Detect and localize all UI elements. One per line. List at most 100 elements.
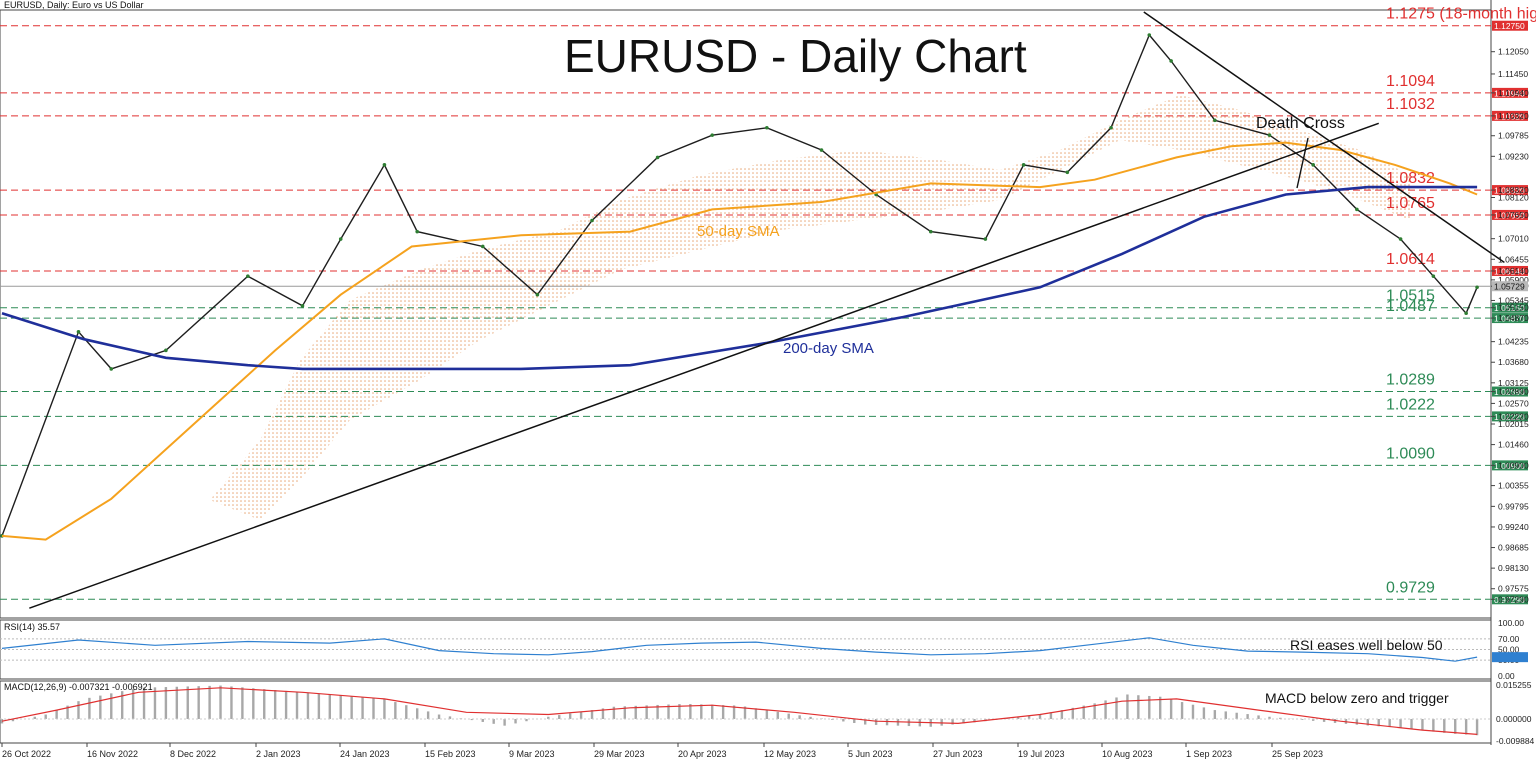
price-tick-label: 0.99795 (1498, 501, 1529, 511)
price-tick-label: 1.02570 (1498, 398, 1529, 408)
price-point (765, 125, 769, 130)
time-tick-label: 27 Jun 2023 (933, 749, 983, 759)
sma200-label: 200-day SMA (783, 340, 874, 357)
price-point (338, 237, 343, 241)
rsi-line (1, 637, 1478, 662)
price-tick-label: 1.08320 (1498, 185, 1529, 195)
level-label: 1.1094 (1386, 73, 1435, 90)
price-tick-label: 1.09230 (1498, 151, 1529, 161)
price-point (535, 292, 540, 297)
level-label: 1.0487 (1386, 298, 1435, 315)
level-tag-box (1492, 594, 1528, 605)
last-price-tag-box (1492, 281, 1528, 292)
level-label: 0.9729 (1386, 579, 1435, 596)
sma50-line (1, 141, 1478, 541)
price-tick-label: 1.04870 (1498, 313, 1529, 323)
level-tag: 1.00900 (1494, 461, 1525, 471)
price-point (300, 304, 305, 308)
price-series (0, 11, 1505, 609)
price-point (1464, 311, 1468, 316)
level-tag-box (1492, 20, 1528, 31)
price-tick-label: 1.00900 (1498, 460, 1529, 470)
price-tick-label: 1.08120 (1498, 193, 1529, 203)
price-point (819, 148, 824, 152)
sma200-line (1, 185, 1478, 371)
price-point (655, 155, 660, 160)
price-point (1398, 237, 1403, 241)
price-tick-label: 1.03125 (1498, 378, 1529, 388)
price-tick-label: 1.12050 (1498, 47, 1529, 57)
level-label: 1.0515 (1386, 288, 1435, 305)
price-tick-label: 1.00355 (1498, 481, 1529, 491)
death-cross-pointer (1296, 137, 1309, 189)
level-label: 1.0765 (1386, 195, 1435, 212)
level-tag: 1.04870 (1494, 314, 1525, 324)
price-point (590, 218, 594, 223)
level-tag-box (1492, 87, 1528, 98)
time-tick-label: 25 Sep 2023 (1272, 749, 1323, 759)
price-tick-label: 0.97575 (1498, 584, 1529, 594)
last-price-tag: 1.05729 (1494, 282, 1525, 292)
price-tick-label: 1.06455 (1498, 254, 1529, 264)
time-tick-label: 8 Dec 2022 (170, 749, 216, 759)
time-axis: 26 Oct 2022 16 Nov 2022 8 Dec 2022 2 Jan 20… (1, 743, 1323, 759)
level-tag: 1.10940 (1494, 88, 1525, 98)
level-tag: 1.08320 (1494, 186, 1525, 196)
price-tick-label: 1.11450 (1498, 69, 1528, 79)
trend-line (29, 122, 1379, 609)
price-tick-label: 1.02890 (1498, 387, 1529, 397)
death-cross-label: Death Cross (1256, 115, 1345, 132)
level-tag-box (1492, 411, 1528, 422)
level-tag: 1.07650 (1494, 210, 1525, 220)
level-label: 1.1032 (1386, 96, 1435, 113)
price-point (164, 348, 168, 353)
price-point (1065, 170, 1070, 175)
price-tick-label: 1.05345 (1498, 295, 1529, 305)
macd-tick-label: -0.009884 (1496, 736, 1535, 746)
price-tick-label: 0.99240 (1498, 522, 1529, 532)
macd-panel: 0.015255 0.000000 -0.009884 (0, 680, 1535, 746)
rsi-value-tag (1492, 652, 1528, 663)
rsi-tick-label: 70.00 (1498, 634, 1520, 644)
level-tag: 1.12750 (1494, 21, 1525, 31)
price-point (1475, 285, 1479, 290)
price-point (109, 367, 114, 371)
price-point (1169, 59, 1173, 63)
time-tick-label: 26 Oct 2022 (2, 749, 51, 759)
rsi-tick-label: 50.00 (1498, 645, 1520, 655)
time-tick-label: 24 Jan 2023 (340, 749, 390, 759)
price-point (382, 163, 387, 167)
price-tick-label: 1.07010 (1498, 234, 1529, 244)
time-tick-label: 12 May 2023 (764, 749, 816, 759)
price-tick-label: 0.98685 (1498, 543, 1529, 553)
price-tick-label: 1.10320 (1498, 111, 1529, 121)
price-tick-label: 0.97290 (1498, 594, 1529, 604)
level-label: 1.0222 (1386, 396, 1435, 413)
level-tag-box (1492, 313, 1528, 324)
time-tick-label: 19 Jul 2023 (1018, 749, 1065, 759)
level-tag-box (1492, 209, 1528, 220)
time-tick-label: 10 Aug 2023 (1102, 749, 1153, 759)
chart-title: EURUSD - Daily Chart (564, 30, 1027, 82)
level-tag-box (1492, 460, 1528, 471)
level-tag: 1.02890 (1494, 387, 1525, 397)
level-label: 1.0614 (1386, 251, 1435, 268)
price-tick-label: 1.05900 (1498, 275, 1529, 285)
time-tick-label: 20 Apr 2023 (678, 749, 727, 759)
time-tick-label: 5 Jun 2023 (848, 749, 893, 759)
rsi-tick-label: 0.00 (1498, 671, 1515, 681)
price-tick-label: 1.04235 (1498, 337, 1529, 347)
symbol-label: EURUSD, Daily: Euro vs US Dollar (4, 0, 144, 10)
price-tick-label: 0.98130 (1498, 563, 1529, 573)
price-point (1431, 274, 1436, 278)
level-tag-box (1492, 185, 1528, 196)
level-tag-box (1492, 265, 1528, 276)
price-tick-label: 1.06140 (1498, 266, 1529, 276)
level-tag-box (1492, 110, 1528, 121)
level-tag: 1.06140 (1494, 266, 1525, 276)
macd-tick-label: 0.000000 (1496, 714, 1532, 724)
rsi-annotation: RSI eases well below 50 (1290, 637, 1443, 653)
